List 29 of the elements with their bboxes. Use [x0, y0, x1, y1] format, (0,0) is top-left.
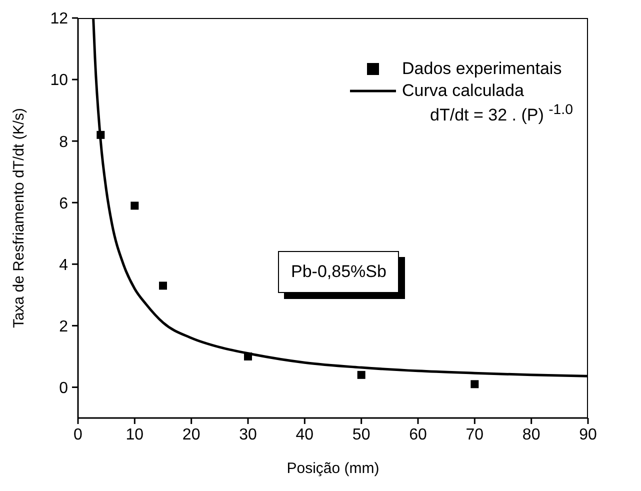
- point: [244, 352, 252, 360]
- x-tick-label: 20: [182, 426, 200, 444]
- y-tick-label: 0: [59, 380, 68, 397]
- x-axis-title: Posição (mm): [286, 460, 380, 477]
- legend-label: Dados experimentais: [402, 58, 562, 80]
- point: [159, 282, 167, 290]
- y-tick-label: 12: [50, 10, 68, 28]
- y-tick-label: 8: [59, 134, 68, 151]
- point: [470, 380, 479, 388]
- point: [96, 130, 105, 139]
- annotation: Pb-0,85%Sb: [278, 251, 400, 293]
- x-tick-label: 30: [239, 426, 257, 444]
- x-tick-label: 0: [74, 426, 83, 444]
- x-tick-label: 80: [522, 426, 540, 444]
- y-axis-title: Taxa de Resfriamento dT/dt (K/s): [10, 108, 28, 328]
- x-tick-label: 10: [126, 426, 144, 444]
- annotation: dT/dt = 32 . (P) $^{-1.0}$: [429, 102, 573, 126]
- x-tick-label: 90: [579, 426, 597, 444]
- x-tick-label: 40: [296, 426, 314, 444]
- y-tick-label: 4: [59, 256, 68, 274]
- legend-label: Curva calculada: [402, 80, 524, 102]
- x-tick-label: 50: [352, 426, 370, 444]
- y-tick-label: 6: [59, 195, 68, 212]
- y-tick-label: 10: [50, 72, 68, 90]
- point: [357, 370, 366, 379]
- point: [130, 202, 139, 210]
- x-tick-label: 60: [409, 426, 427, 444]
- y-tick-label: 2: [59, 318, 68, 336]
- x-tick-label: 70: [466, 426, 484, 444]
